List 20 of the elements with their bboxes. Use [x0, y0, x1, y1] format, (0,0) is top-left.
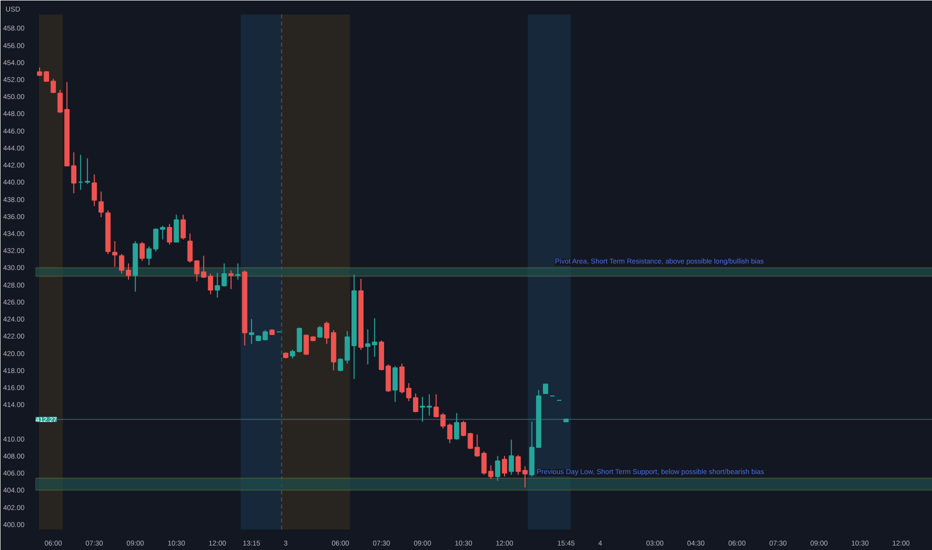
candlestick [317, 325, 323, 338]
candlestick [502, 455, 508, 477]
candlestick [228, 270, 234, 290]
candlestick [92, 174, 97, 207]
candlestick [180, 214, 186, 240]
candlestick [495, 455, 500, 482]
candlestick [174, 214, 179, 243]
candlestick [71, 152, 76, 194]
candlestick [296, 327, 302, 353]
candlestick [508, 439, 514, 476]
candlestick [57, 89, 63, 114]
candlestick [112, 240, 118, 268]
candlestick [454, 412, 460, 440]
candlestick [542, 384, 548, 394]
candlestick [392, 366, 398, 403]
candlestick [248, 318, 254, 344]
candlestick [98, 191, 104, 218]
candlestick [140, 242, 145, 262]
candlestick [235, 262, 240, 280]
candlestick [166, 224, 172, 246]
